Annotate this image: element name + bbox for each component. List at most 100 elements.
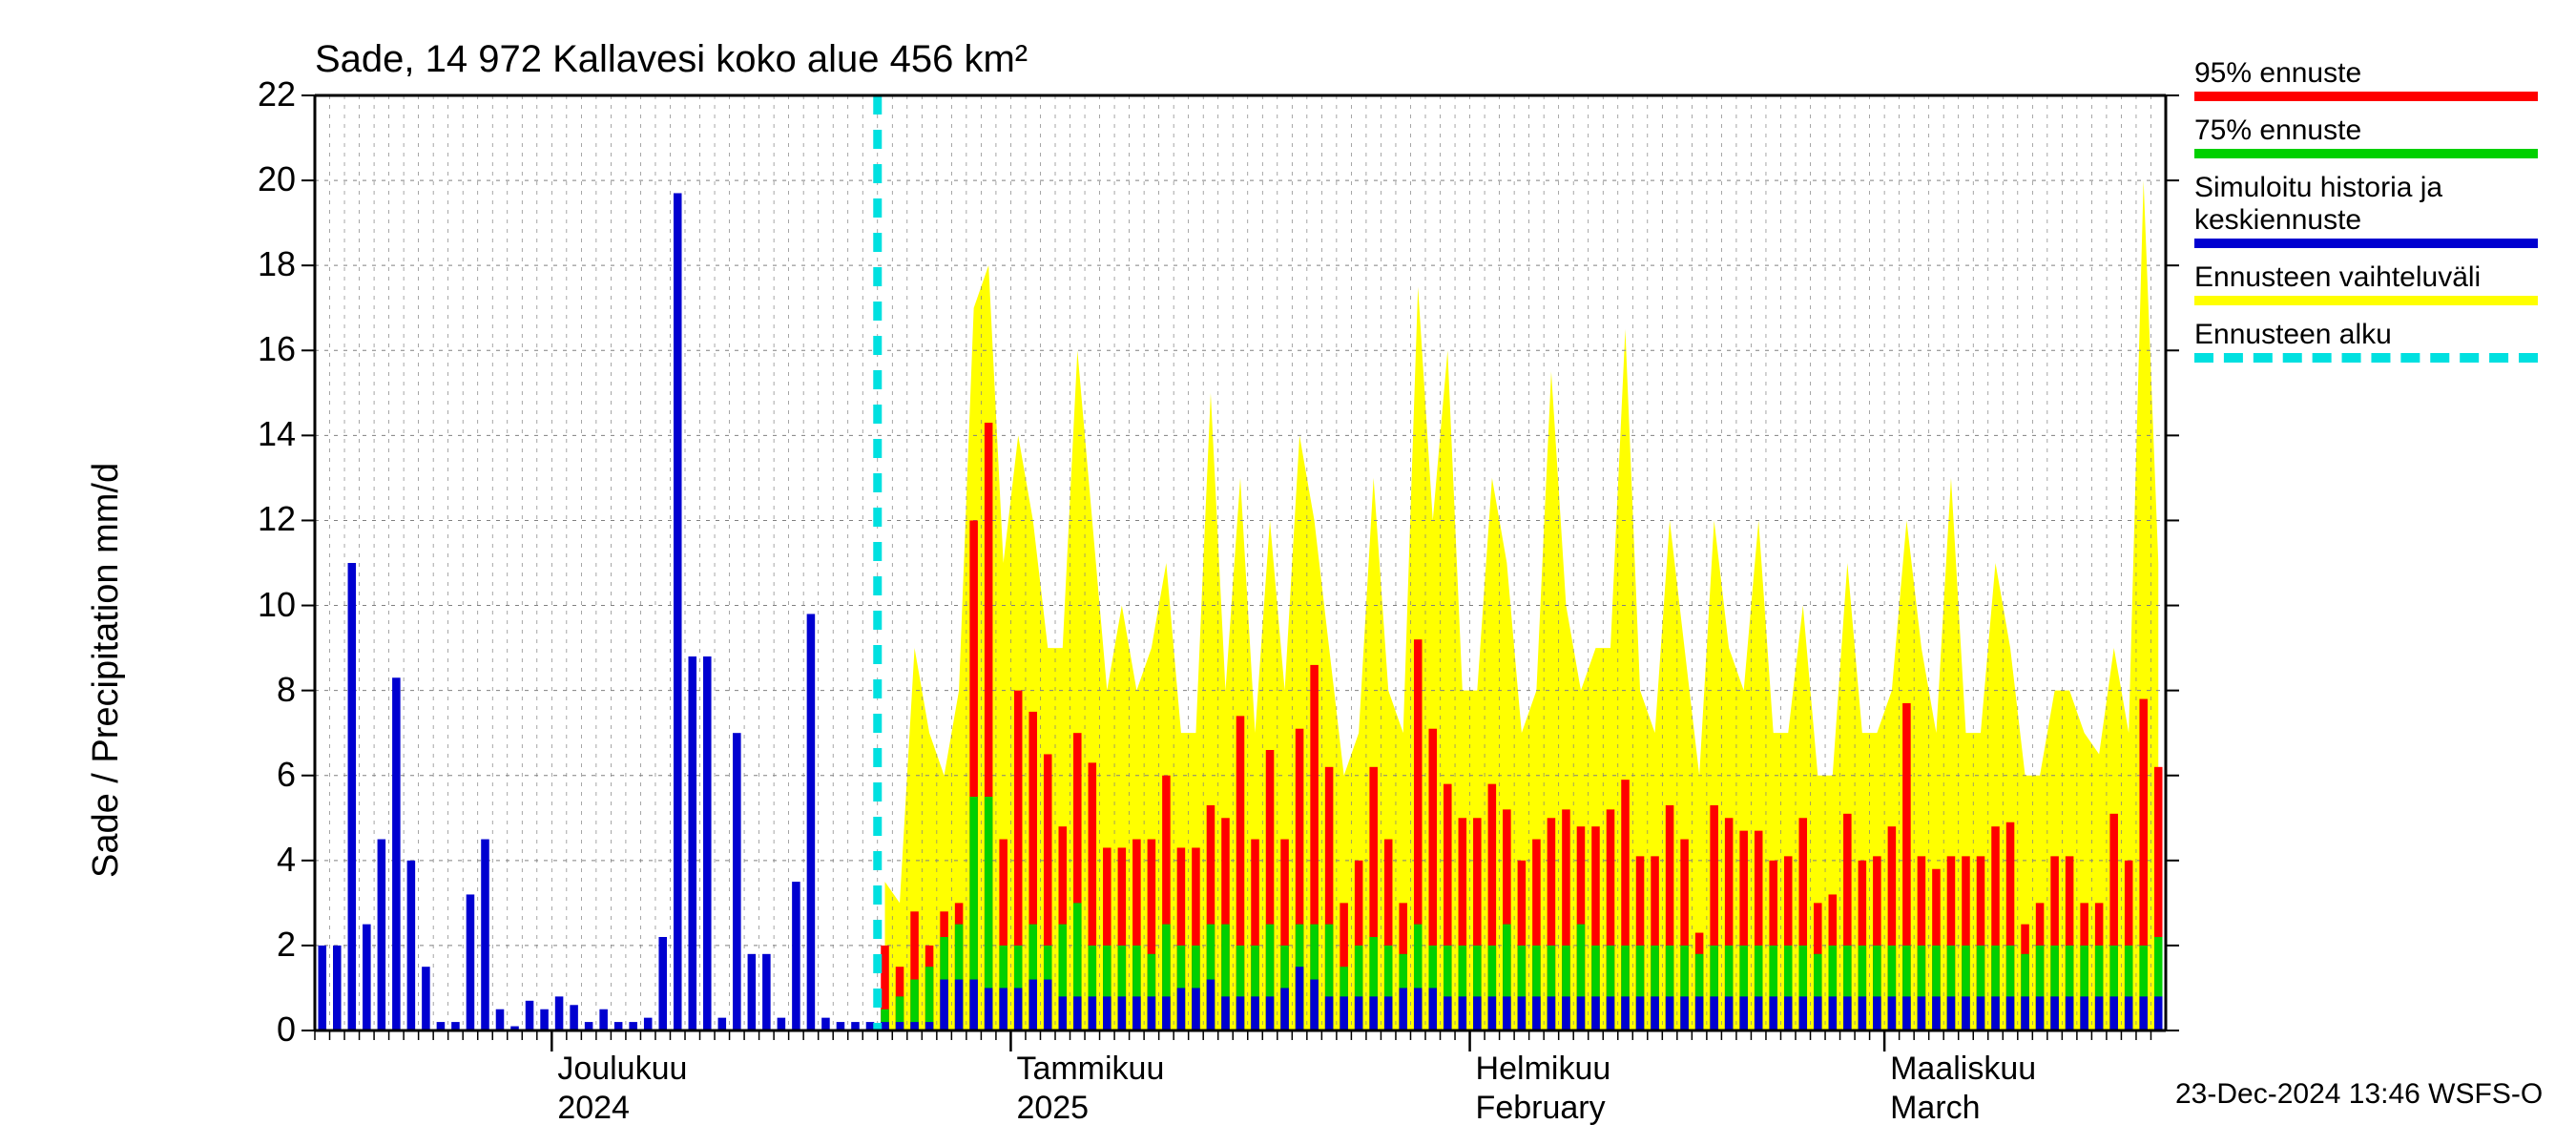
legend-item: Simuloitu historia ja keskiennuste — [2194, 172, 2538, 248]
bar-history — [1769, 996, 1777, 1030]
bar-history — [1280, 988, 1289, 1030]
bar-history — [1562, 996, 1570, 1030]
bar-history — [1962, 996, 1970, 1030]
y-tick-label: 22 — [219, 74, 296, 114]
bar-history — [1902, 996, 1911, 1030]
bar-history — [1991, 996, 2000, 1030]
bar-history — [1207, 980, 1215, 1030]
bar-history — [985, 988, 993, 1030]
y-tick-label: 10 — [219, 585, 296, 625]
bar-history — [1651, 996, 1659, 1030]
legend-swatch — [2194, 296, 2538, 305]
bar-history — [2125, 996, 2133, 1030]
bar-history — [778, 1018, 786, 1030]
bar-history — [1103, 996, 1111, 1030]
bar-history — [2066, 996, 2074, 1030]
bar-history — [1236, 996, 1245, 1030]
bar-history — [1266, 996, 1275, 1030]
bar-history — [1577, 996, 1586, 1030]
bar-history — [748, 954, 757, 1030]
bar-history — [1695, 996, 1704, 1030]
bar-history — [1073, 996, 1082, 1030]
y-tick-label: 0 — [219, 1010, 296, 1050]
x-tick-label: HelmikuuFebruary — [1476, 1050, 1611, 1128]
bar-history — [1798, 996, 1807, 1030]
bar-history — [1325, 996, 1334, 1030]
bar-history — [481, 840, 489, 1030]
y-tick-label: 20 — [219, 159, 296, 199]
bar-history — [570, 1005, 578, 1030]
legend-swatch — [2194, 149, 2538, 158]
bar-history — [1028, 980, 1037, 1030]
bar-history — [1089, 996, 1097, 1030]
bar-history — [467, 894, 475, 1030]
bar-history — [1162, 996, 1171, 1030]
bar-history — [1591, 996, 1600, 1030]
bar-history — [674, 193, 682, 1030]
bar-history — [2109, 996, 2118, 1030]
bar-history — [940, 980, 948, 1030]
plot-area — [0, 0, 2576, 1145]
bar-history — [1192, 988, 1200, 1030]
bar-history — [1947, 996, 1956, 1030]
bar-history — [792, 882, 800, 1030]
bar-history — [2139, 996, 2148, 1030]
y-tick-label: 6 — [219, 755, 296, 795]
bar-history — [1621, 996, 1630, 1030]
bar-history — [392, 677, 401, 1030]
bar-history — [1680, 996, 1689, 1030]
bar-history — [1888, 996, 1897, 1030]
bar-history — [688, 656, 696, 1030]
bar-history — [1755, 996, 1763, 1030]
bar-history — [496, 1010, 505, 1030]
bar-history — [1177, 988, 1186, 1030]
bar-history — [526, 1001, 534, 1030]
chart-canvas: Sade, 14 972 Kallavesi koko alue 456 km²… — [0, 0, 2576, 1145]
bar-history — [807, 614, 816, 1030]
legend-label: Ennusteen vaihteluväli — [2194, 261, 2538, 294]
bar-history — [658, 937, 667, 1030]
bar-history — [1666, 996, 1674, 1030]
bar-history — [540, 1010, 549, 1030]
bar-history — [2021, 996, 2029, 1030]
bar-history — [1414, 988, 1423, 1030]
bar-history — [2036, 996, 2045, 1030]
bar-history — [1814, 996, 1822, 1030]
bar-history — [1843, 996, 1852, 1030]
bar-history — [1859, 996, 1867, 1030]
bar-history — [1399, 988, 1407, 1030]
bar-history — [1310, 980, 1319, 1030]
bar-history — [1044, 980, 1052, 1030]
legend-swatch — [2194, 353, 2538, 363]
bar-history — [703, 656, 712, 1030]
chart-footer: 23-Dec-2024 13:46 WSFS-O — [2175, 1078, 2543, 1111]
bar-history — [644, 1018, 653, 1030]
bar-history — [1428, 988, 1437, 1030]
bar-history — [422, 967, 430, 1030]
bar-history — [1503, 996, 1511, 1030]
bar-history — [1132, 996, 1141, 1030]
legend-label: Simuloitu historia ja keskiennuste — [2194, 172, 2538, 237]
bar-history — [1636, 996, 1645, 1030]
bar-history — [1488, 996, 1497, 1030]
legend-label: 75% ennuste — [2194, 114, 2538, 147]
y-tick-label: 4 — [219, 840, 296, 880]
bar-history — [821, 1018, 830, 1030]
legend-label: Ennusteen alku — [2194, 319, 2538, 351]
bar-history — [1355, 996, 1363, 1030]
bar-history — [1977, 996, 1985, 1030]
bar-history — [999, 988, 1008, 1030]
bar-history — [1725, 996, 1734, 1030]
bar-75 — [925, 967, 934, 1030]
legend-swatch — [2194, 92, 2538, 101]
bar-history — [1739, 996, 1748, 1030]
bar-history — [1932, 996, 1941, 1030]
bar-history — [1784, 996, 1793, 1030]
bar-history — [2080, 996, 2088, 1030]
bar-history — [969, 980, 978, 1030]
bar-history — [363, 925, 371, 1030]
bar-history — [555, 996, 564, 1030]
legend-item: 75% ennuste — [2194, 114, 2538, 158]
bar-history — [1607, 996, 1615, 1030]
legend: 95% ennuste75% ennusteSimuloitu historia… — [2194, 57, 2538, 376]
